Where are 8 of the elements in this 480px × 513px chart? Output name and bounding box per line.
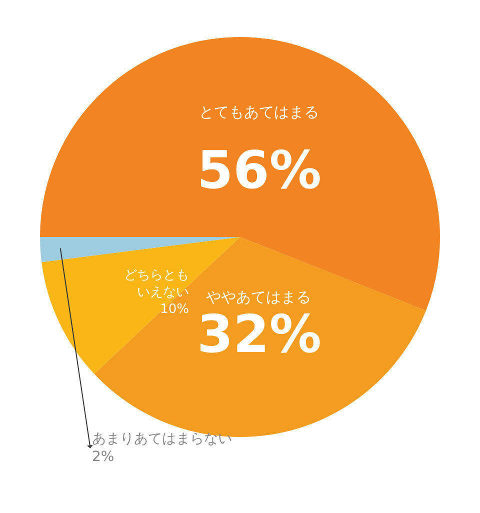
data-label: 2%: [92, 449, 114, 466]
data-label: 56%: [197, 141, 322, 201]
slice-label: とてもあてはまる: [199, 103, 319, 121]
slice-label: ややあてはまる: [206, 288, 311, 306]
data-label: 10%: [160, 302, 189, 317]
data-label: 32%: [197, 305, 322, 365]
pie-slice: [40, 237, 240, 262]
slice-label: どちらともいえない: [124, 268, 189, 300]
